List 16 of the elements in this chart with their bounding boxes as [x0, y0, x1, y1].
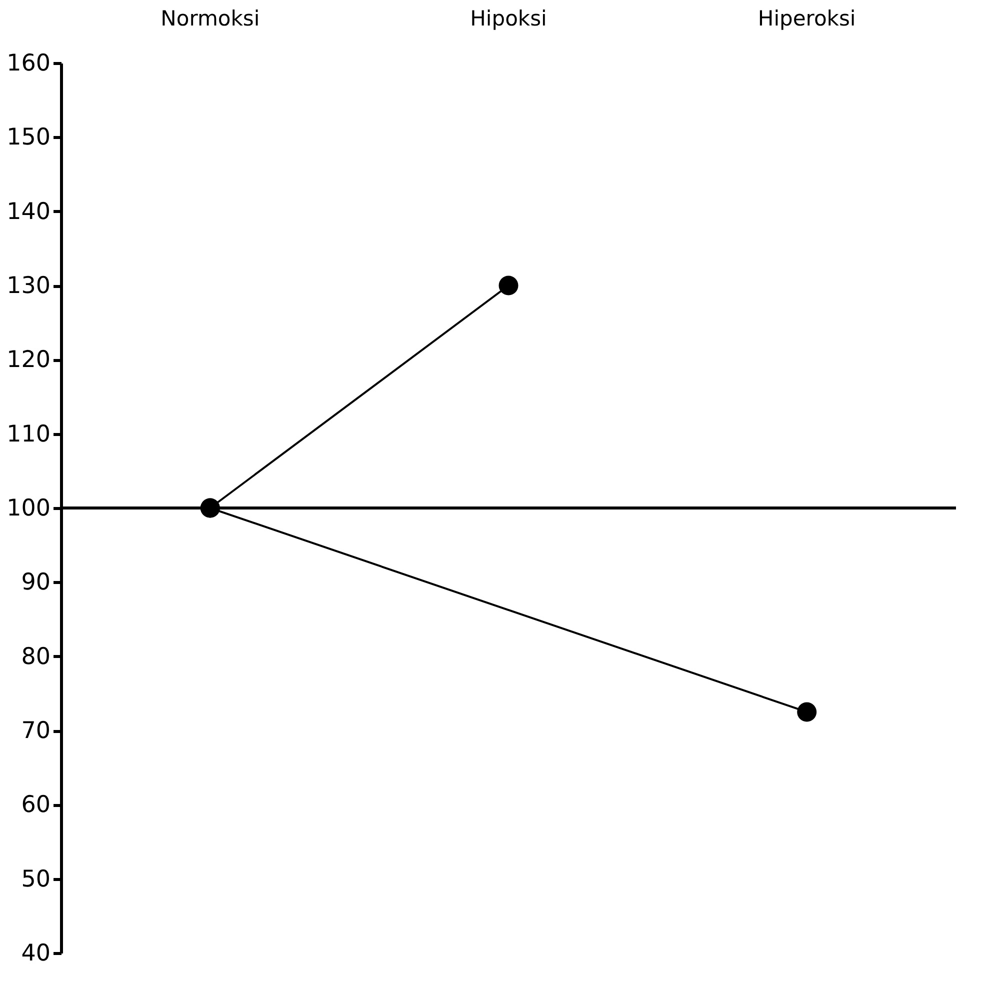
- y-tick-label: 60: [21, 792, 50, 818]
- x-tick-label: Hipoksi: [470, 6, 547, 30]
- y-tick-label: 160: [6, 50, 50, 76]
- y-tick-label: 130: [6, 273, 50, 299]
- y-tick-label: 50: [21, 866, 50, 892]
- y-tick-label: 40: [21, 940, 50, 966]
- y-tick-label: 140: [6, 198, 50, 225]
- y-tick-label: 70: [21, 718, 50, 744]
- y-tick-label: 90: [21, 570, 50, 596]
- y-tick-label: 110: [6, 421, 50, 448]
- y-tick-label: 80: [21, 644, 50, 670]
- y-tick-label: 100: [6, 496, 50, 522]
- x-tick-label: Normoksi: [160, 6, 260, 30]
- y-tick-label: 120: [6, 347, 50, 374]
- y-tick-label: 150: [6, 124, 50, 151]
- x-tick-label: Hiperoksi: [758, 6, 856, 30]
